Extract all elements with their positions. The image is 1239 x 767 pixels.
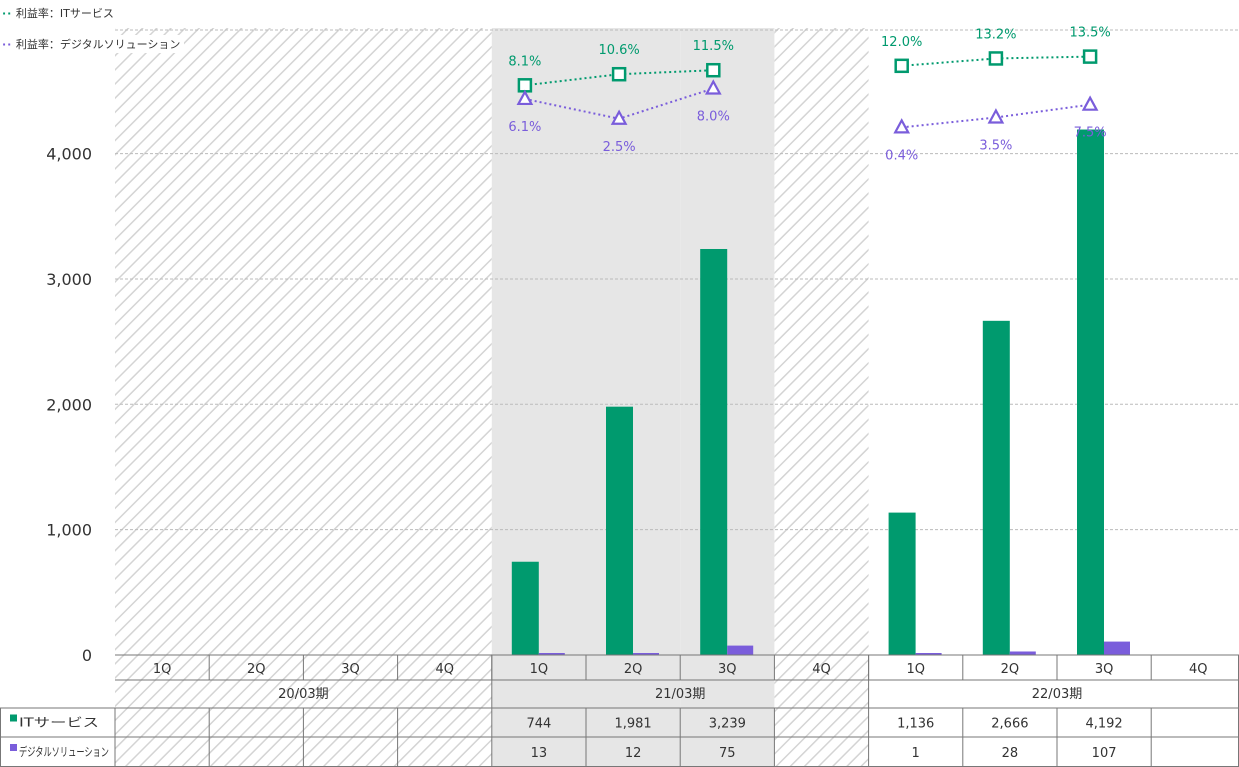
bar-it-service [888, 512, 916, 655]
legend-swatch-digital-icon [10, 744, 17, 751]
marker-square [1082, 49, 1098, 64]
table-cell: 3,239 [709, 717, 746, 732]
x-tick-label: 2Q [247, 662, 266, 677]
data-label-digital-margin: 2.5% [603, 140, 636, 155]
marker-triangle [610, 109, 628, 125]
table-cell: 28 [1002, 746, 1019, 761]
table-cell: 2,666 [991, 717, 1028, 732]
hatched-column [115, 28, 210, 767]
legend-item-digital-margin: ·· 利益率：デジタルソリューション [2, 35, 185, 53]
table-row-header: ITサービス [19, 716, 99, 730]
table-cell: 1,136 [897, 717, 934, 732]
shaded-column [680, 28, 775, 767]
marker-square [517, 78, 533, 93]
marker-square [988, 51, 1004, 66]
bar-digital-solution [915, 653, 942, 655]
bar-it-service [700, 248, 728, 656]
legend-line-digital-icon: ·· [2, 38, 13, 51]
y-tick-label: 2,000 [46, 395, 92, 414]
x-tick-label: 4Q [1189, 662, 1208, 677]
legend-label-it-margin: 利益率：ITサービス [15, 7, 114, 20]
data-label-digital-margin: 7.5% [1074, 126, 1107, 141]
x-tick-label: 1Q [530, 662, 549, 677]
x-tick-label: 2Q [1001, 662, 1020, 677]
data-label-it-margin: 10.6% [598, 43, 639, 58]
data-label-digital-margin: 6.1% [508, 120, 541, 135]
data-label-it-margin: 12.0% [881, 35, 922, 50]
table-cell: 1,981 [614, 717, 651, 732]
x-tick-label: 1Q [153, 662, 172, 677]
period-label: 20/03期 [278, 687, 328, 702]
margin-line [524, 69, 714, 87]
data-label-it-margin: 11.5% [693, 39, 734, 54]
legend-swatch-it-icon [10, 714, 17, 722]
period-label: 21/03期 [655, 687, 705, 702]
table-cell: 75 [719, 746, 736, 761]
data-label-it-margin: 8.1% [508, 54, 541, 69]
data-label-it-margin: 13.2% [975, 27, 1016, 42]
bar-it-service [982, 320, 1010, 655]
y-tick-label: 1,000 [46, 521, 92, 540]
x-tick-label: 1Q [906, 662, 925, 677]
table-cell: 4,192 [1085, 717, 1122, 732]
table-cell: 13 [531, 746, 548, 761]
marker-square [706, 62, 721, 78]
bar-digital-solution [538, 653, 565, 655]
legend-item-it-margin: ·· 利益率：ITサービス [2, 4, 118, 22]
y-tick-label: 3,000 [46, 270, 92, 289]
x-tick-label: 3Q [1095, 662, 1114, 677]
table-cell: 12 [625, 746, 642, 761]
bar-it-service [1077, 129, 1104, 655]
marker-triangle [987, 108, 1005, 124]
period-label: 22/03期 [1032, 687, 1082, 702]
margin-line [901, 103, 1091, 129]
marker-triangle [704, 79, 722, 95]
bar-it-service [511, 561, 539, 655]
data-label-it-margin: 13.5% [1069, 26, 1110, 41]
hatched-column [397, 28, 492, 767]
marker-triangle [893, 118, 911, 134]
table-cell: 107 [1092, 746, 1117, 761]
x-tick-label: 4Q [812, 662, 831, 677]
x-tick-label: 3Q [341, 662, 360, 677]
shaded-column [491, 28, 586, 767]
table-cell: 744 [526, 717, 551, 732]
hatched-column [774, 28, 869, 767]
legend-label-digital-margin: 利益率：デジタルソリューション [15, 38, 181, 51]
margin-line [901, 55, 1091, 67]
table-row-header: デジタルソリューション [19, 744, 109, 759]
data-label-digital-margin: 0.4% [885, 148, 918, 163]
x-tick-label: 2Q [624, 662, 643, 677]
bar-digital-solution [1104, 641, 1130, 655]
legend-line-it-icon: ·· [2, 7, 13, 20]
data-label-digital-margin: 3.5% [979, 138, 1012, 153]
x-tick-label: 4Q [435, 662, 454, 677]
bar-digital-solution [633, 653, 659, 655]
bar-digital-solution [1009, 651, 1036, 655]
marker-triangle [516, 89, 534, 106]
marker-square [611, 66, 627, 82]
hatched-column [303, 28, 398, 767]
bar-it-service [606, 406, 633, 655]
shaded-column [586, 28, 681, 767]
y-tick-label: 0 [82, 646, 92, 665]
table-cell: 1 [912, 746, 920, 761]
x-tick-label: 3Q [718, 662, 737, 677]
y-tick-label: 4,000 [46, 145, 92, 164]
bar-digital-solution [727, 645, 754, 655]
marker-square [894, 58, 909, 74]
data-label-digital-margin: 8.0% [697, 110, 730, 125]
hatched-column [209, 28, 304, 767]
marker-triangle [1081, 95, 1099, 111]
